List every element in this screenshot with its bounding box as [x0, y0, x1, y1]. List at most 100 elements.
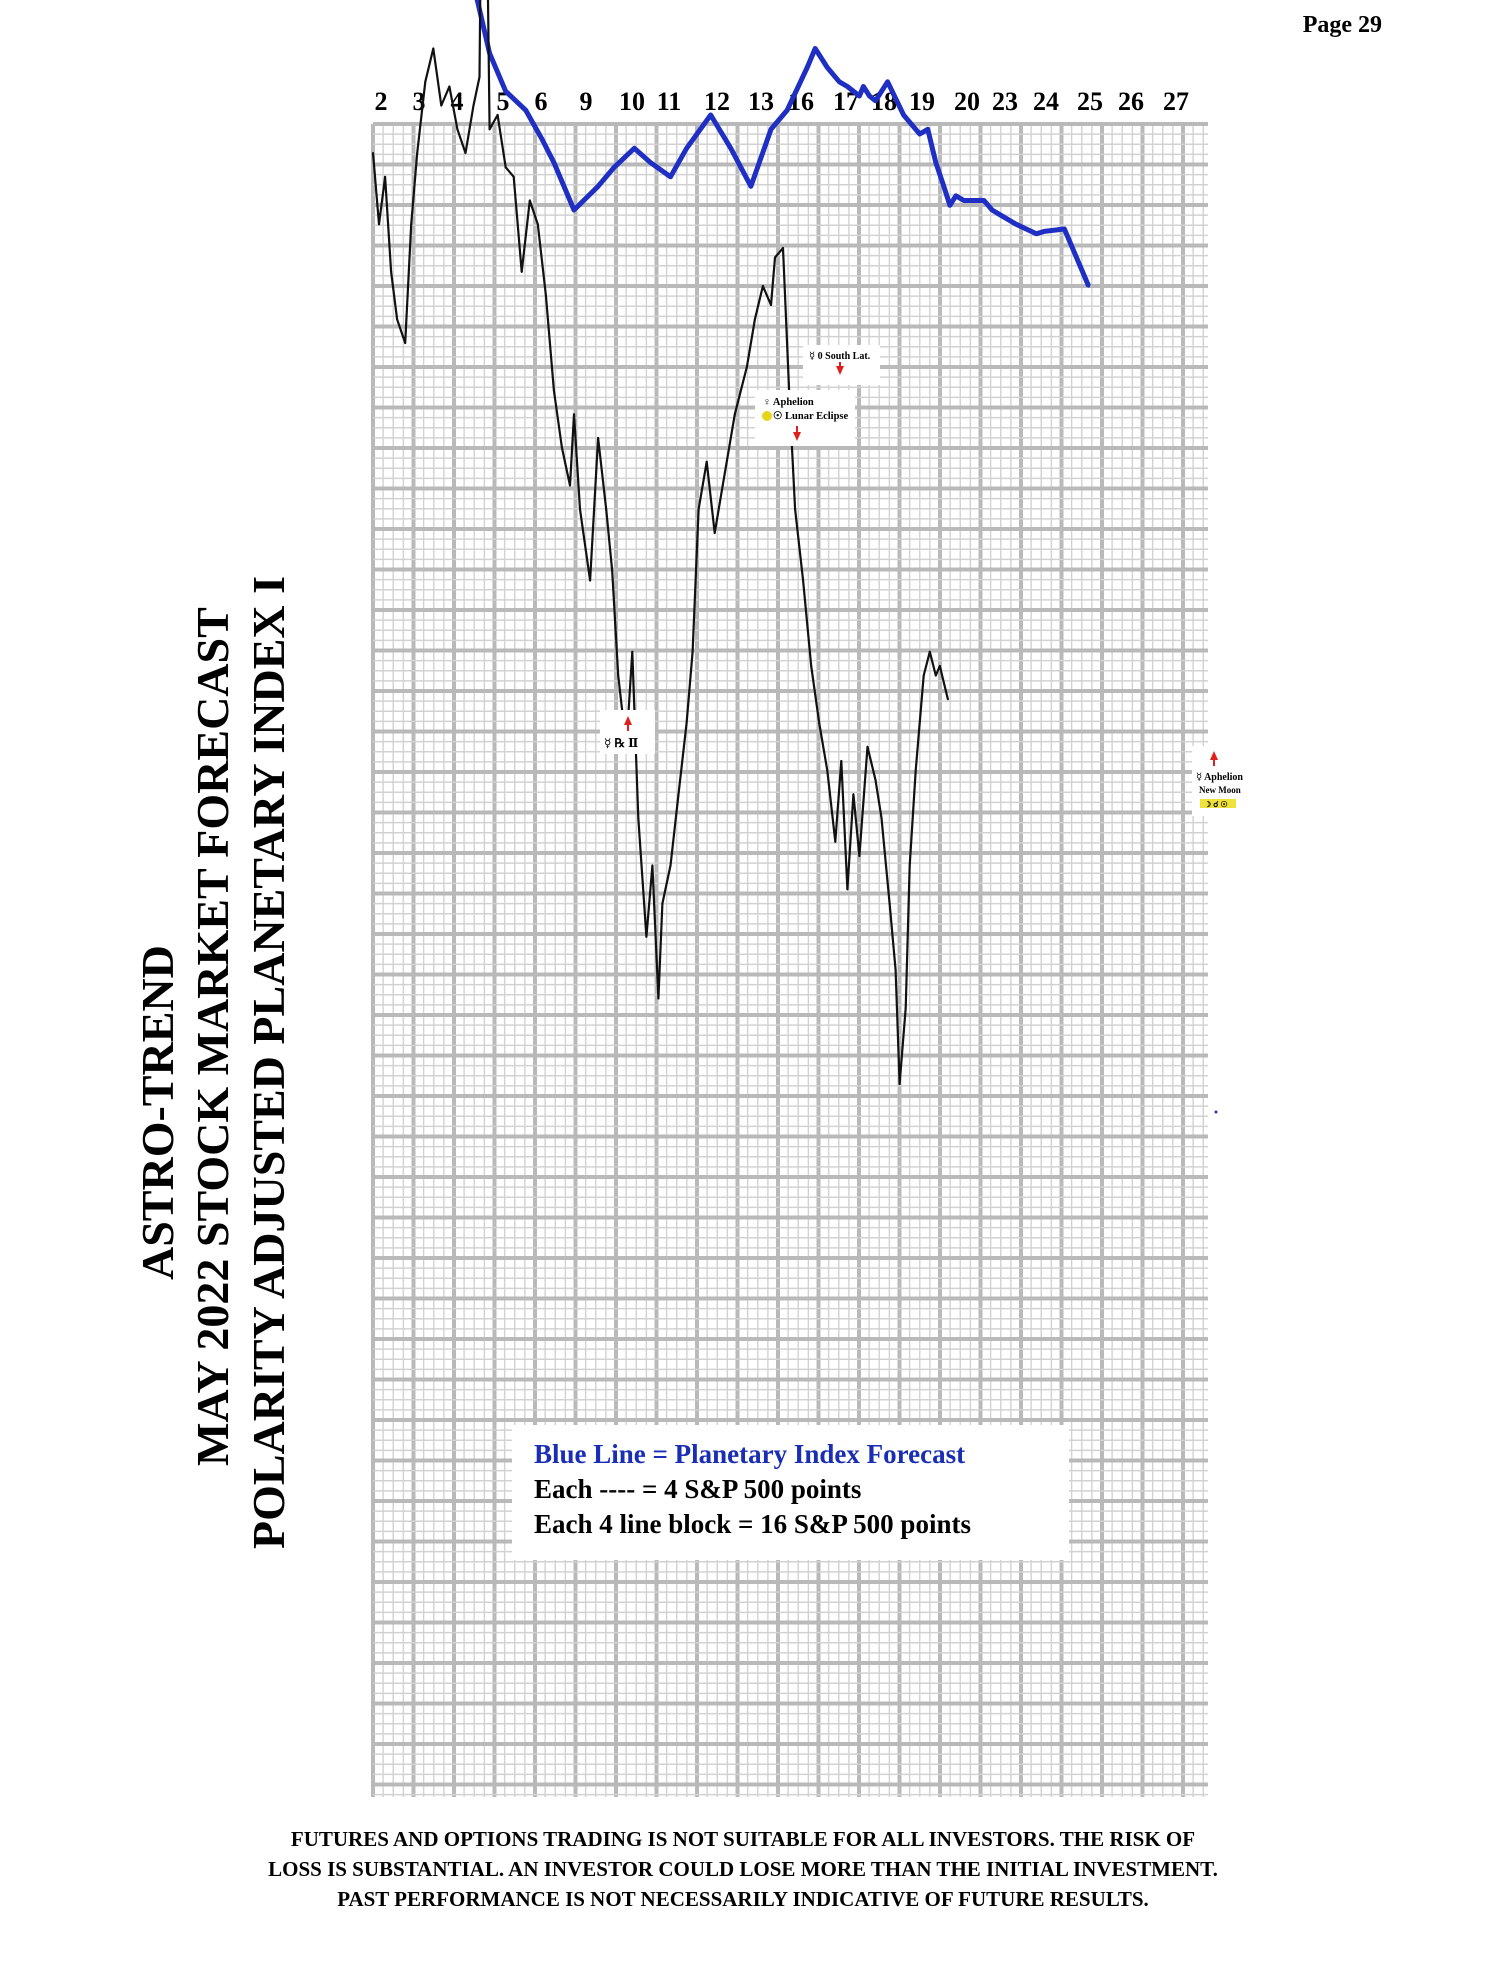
price-point [536, 223, 539, 226]
forecast-point [540, 137, 544, 141]
forecast-point [749, 184, 753, 188]
x-tick-label-9: 9 [580, 87, 593, 116]
legend: Blue Line = Planetary Index Forecast Eac… [512, 1425, 1069, 1560]
price-point [378, 223, 381, 226]
forecast-point [769, 127, 773, 131]
price-point [705, 460, 708, 463]
forecast-point [1086, 284, 1091, 288]
disclaimer-line-1: FUTURES AND OPTIONS TRADING IS NOT SUITA… [290, 1827, 1196, 1851]
price-point [946, 698, 949, 701]
price-point [404, 342, 407, 344]
down-arrow-icon [793, 432, 801, 441]
price-point [440, 104, 443, 107]
disclaimer-line-2: LOSS IS SUBSTANTIAL. AN INVESTOR COULD L… [268, 1857, 1218, 1881]
x-tick-label-2: 2 [375, 87, 388, 116]
price-point [488, 128, 491, 131]
forecast-point [612, 165, 616, 169]
conjunction-icon [1200, 799, 1236, 808]
forecast-point [857, 94, 862, 98]
forecast-point [1042, 229, 1046, 233]
price-point [840, 760, 843, 762]
forecast-point [1062, 227, 1067, 231]
price-point [934, 674, 937, 677]
price-point [478, 76, 481, 78]
forecast-point [709, 113, 713, 117]
annotation-newmoon-text: New Moon [1199, 785, 1241, 795]
price-point [685, 722, 688, 724]
price-point [657, 997, 660, 1000]
price-point [846, 888, 849, 891]
forecast-point [982, 198, 986, 203]
price-point [874, 779, 877, 781]
forecast-point [648, 160, 652, 165]
price-point [904, 1007, 907, 1009]
price-point [410, 223, 413, 226]
price-point [677, 793, 680, 796]
x-tick-label-24: 24 [1033, 87, 1059, 116]
annotation-aphelion-text: ♀ Aphelion [763, 397, 814, 408]
x-tick-label-25: 25 [1077, 87, 1103, 116]
price-point [852, 793, 855, 796]
price-point [908, 864, 911, 867]
forecast-point [998, 213, 1002, 217]
price-point [713, 532, 716, 534]
price-point [894, 969, 897, 971]
price-point [424, 80, 427, 83]
x-tick-label-10: 10 [619, 87, 645, 116]
forecast-point [1034, 232, 1038, 236]
price-point [858, 855, 861, 857]
price-point [774, 256, 776, 259]
forecast-point [552, 160, 556, 165]
x-tick-label-19: 19 [909, 87, 935, 116]
annotation-aphelion-eclipse: ♀ Aphelion ☉ Lunar Eclipse [755, 390, 855, 446]
price-point [914, 769, 917, 772]
annotation-south-lat-text: ☿ 0 South Lat. [809, 351, 871, 362]
forecast-point [902, 113, 906, 117]
price-point [866, 745, 869, 748]
price-point [880, 817, 883, 819]
annotation-mercury-rx: ☿ ℞ Ⅱ [600, 710, 655, 754]
up-arrow-icon [1210, 751, 1218, 760]
price-point [631, 650, 634, 653]
price-point [733, 413, 736, 416]
price-point [496, 114, 499, 116]
price-line [371, 0, 949, 1086]
annotation-mercury-rx-text: ☿ ℞ Ⅱ [604, 736, 638, 750]
price-point [396, 318, 399, 321]
price-point [745, 365, 748, 368]
price-point [432, 47, 435, 50]
price-point [384, 175, 387, 178]
price-point [928, 650, 931, 653]
forecast-point [475, 0, 480, 3]
annotation-conj-text: ☽ ☌ ☉ [1204, 800, 1228, 809]
price-point [464, 152, 467, 154]
price-point [826, 769, 829, 772]
price-point [669, 864, 672, 867]
annotation-aphelion-newmoon: ☿ Aphelion New Moon ☽ ☌ ☉ [1192, 746, 1260, 816]
price-point [597, 437, 600, 439]
price-point [834, 840, 837, 843]
disclaimer-line-3: PAST PERFORMANCE IS NOT NECESSARILY INDI… [337, 1887, 1149, 1911]
price-point [512, 175, 515, 178]
price-point [416, 152, 419, 154]
x-tick-label-20: 20 [954, 87, 980, 116]
x-tick-label-27: 27 [1163, 87, 1189, 116]
x-tick-label-13: 13 [748, 87, 774, 116]
legend-forecast-label: Blue Line = Planetary Index Forecast [534, 1439, 966, 1469]
price-point [802, 579, 805, 582]
price-point [794, 508, 797, 511]
price-point [753, 318, 756, 321]
up-arrow-icon [624, 716, 632, 725]
price-point [721, 484, 724, 487]
forecast-point [962, 198, 966, 203]
price-point [810, 665, 813, 667]
forecast-point [825, 65, 829, 70]
x-tick-label-11: 11 [657, 87, 682, 116]
price-point [661, 902, 664, 905]
forecast-point [861, 84, 866, 89]
forecast-point [885, 80, 890, 84]
forecast-point [632, 146, 636, 150]
price-point [504, 166, 507, 169]
forecast-point [596, 184, 600, 188]
